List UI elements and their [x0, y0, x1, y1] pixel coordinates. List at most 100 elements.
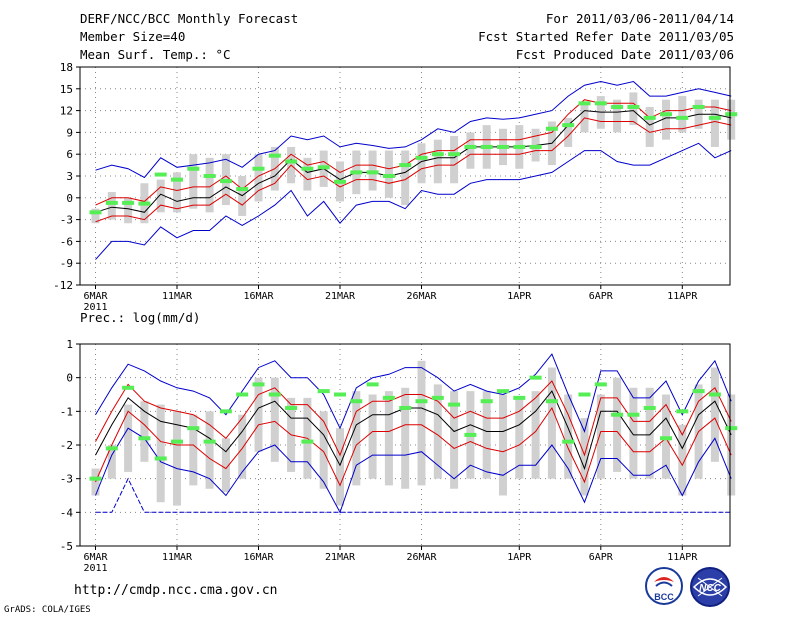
ensemble-mean-line: [95, 390, 732, 471]
y-tick-label: 0: [66, 192, 73, 205]
spread-bar: [727, 394, 736, 496]
observed-marker: [513, 395, 526, 400]
spread-bar: [124, 197, 133, 224]
observed-marker: [187, 166, 200, 171]
spread-bar: [140, 401, 149, 462]
y-tick-label: -1: [60, 405, 73, 418]
x-tick-label: 11APR: [667, 552, 698, 563]
precip-title: Prec.: log(mm/d): [80, 310, 200, 325]
y-tick-label: 12: [60, 105, 73, 118]
observed-marker: [187, 426, 200, 431]
spread-bar: [613, 99, 622, 133]
spread-bar: [531, 391, 540, 479]
spread-upper-line: [95, 380, 732, 457]
spread-bar: [564, 394, 573, 479]
y-tick-label: 18: [60, 61, 73, 74]
spread-bar: [319, 411, 328, 489]
observed-marker: [611, 104, 624, 109]
observed-marker: [529, 144, 542, 149]
observed-marker: [317, 165, 330, 170]
spread-bar: [401, 150, 410, 206]
observed-marker: [89, 210, 102, 215]
observed-marker: [252, 166, 265, 171]
spread-bar: [401, 387, 410, 489]
observed-marker: [464, 144, 477, 149]
observed-marker: [366, 382, 379, 387]
y-tick-label: -9: [60, 257, 73, 270]
spread-bar: [91, 208, 100, 224]
spread-upper-line: [95, 99, 732, 206]
observed-marker: [154, 172, 167, 177]
observed-marker: [725, 426, 738, 431]
ncc-logo-text: NCC: [699, 583, 721, 594]
forecast-period: For 2011/03/06-2011/04/14: [545, 11, 734, 26]
observed-marker: [725, 112, 738, 117]
observed-marker: [138, 436, 151, 441]
observed-marker: [415, 155, 428, 160]
x-tick-label: 16MAR: [243, 552, 274, 563]
observed-marker: [350, 170, 363, 175]
plot-frame: [79, 343, 731, 547]
y-tick-label: -6: [60, 235, 73, 248]
spread-bar: [482, 391, 491, 479]
x-tick-label: 11MAR: [162, 552, 193, 563]
x-tick-label: 6MAR: [83, 552, 108, 563]
x-tick-label: 11APR: [667, 291, 698, 302]
spread-bar: [678, 96, 687, 133]
observed-marker: [105, 200, 118, 205]
observed-marker: [708, 115, 721, 120]
grads-credit: GrADS: COLA/IGES: [4, 605, 91, 615]
y-tick-label: 15: [60, 83, 73, 96]
x-tick-label: 26MAR: [406, 552, 437, 563]
spread-bar: [205, 411, 214, 489]
x-tick-label: 6APR: [589, 291, 614, 302]
chart-title: DERF/NCC/BCC Monthly Forecast: [80, 11, 299, 26]
observed-marker: [692, 104, 705, 109]
observed-marker: [334, 179, 346, 184]
spread-bar: [450, 136, 459, 184]
observed-marker: [203, 174, 216, 178]
spread-bar: [336, 428, 344, 506]
y-tick-label: -3: [60, 214, 73, 227]
observed-marker: [529, 375, 542, 380]
observed-marker: [497, 144, 509, 149]
observed-marker: [627, 412, 640, 417]
observed-marker: [545, 399, 558, 404]
spread-bar: [221, 438, 230, 493]
y-tick-label: -4: [60, 506, 74, 519]
observed-marker: [171, 177, 183, 182]
observed-marker: [415, 399, 428, 404]
spread-bar: [678, 424, 687, 496]
observed-marker: [497, 389, 509, 394]
x-tick-label: 1APR: [507, 552, 532, 563]
observed-marker: [448, 402, 461, 407]
observed-marker: [382, 395, 395, 400]
observed-marker: [708, 392, 721, 397]
y-tick-label: 3: [66, 170, 73, 183]
observed-marker: [431, 152, 444, 157]
spread-bar: [580, 418, 589, 496]
y-tick-label: -2: [60, 439, 73, 452]
observed-marker: [643, 405, 656, 410]
spread-bar: [156, 404, 165, 503]
observed-marker: [317, 389, 330, 394]
observed-marker: [138, 201, 151, 206]
source-url[interactable]: http://cmdp.ncc.cma.gov.cn: [74, 583, 278, 598]
spread-bar: [238, 414, 247, 479]
x-tick-sublabel: 2011: [83, 563, 107, 574]
observed-marker: [448, 152, 461, 157]
spread-bar: [107, 445, 116, 479]
observed-marker: [285, 405, 298, 410]
ensemble-max-line: [95, 80, 732, 179]
observed-marker: [562, 439, 575, 444]
spread-bar: [466, 132, 475, 169]
observed-marker: [676, 409, 689, 414]
spread-bar: [596, 394, 605, 479]
ensemble-min-line: [95, 142, 732, 260]
observed-marker: [660, 112, 672, 117]
spread-bar: [710, 99, 719, 147]
observed-marker: [301, 166, 314, 171]
observed-marker: [627, 104, 640, 109]
observed-marker: [692, 389, 705, 394]
spread-bar: [303, 157, 312, 191]
